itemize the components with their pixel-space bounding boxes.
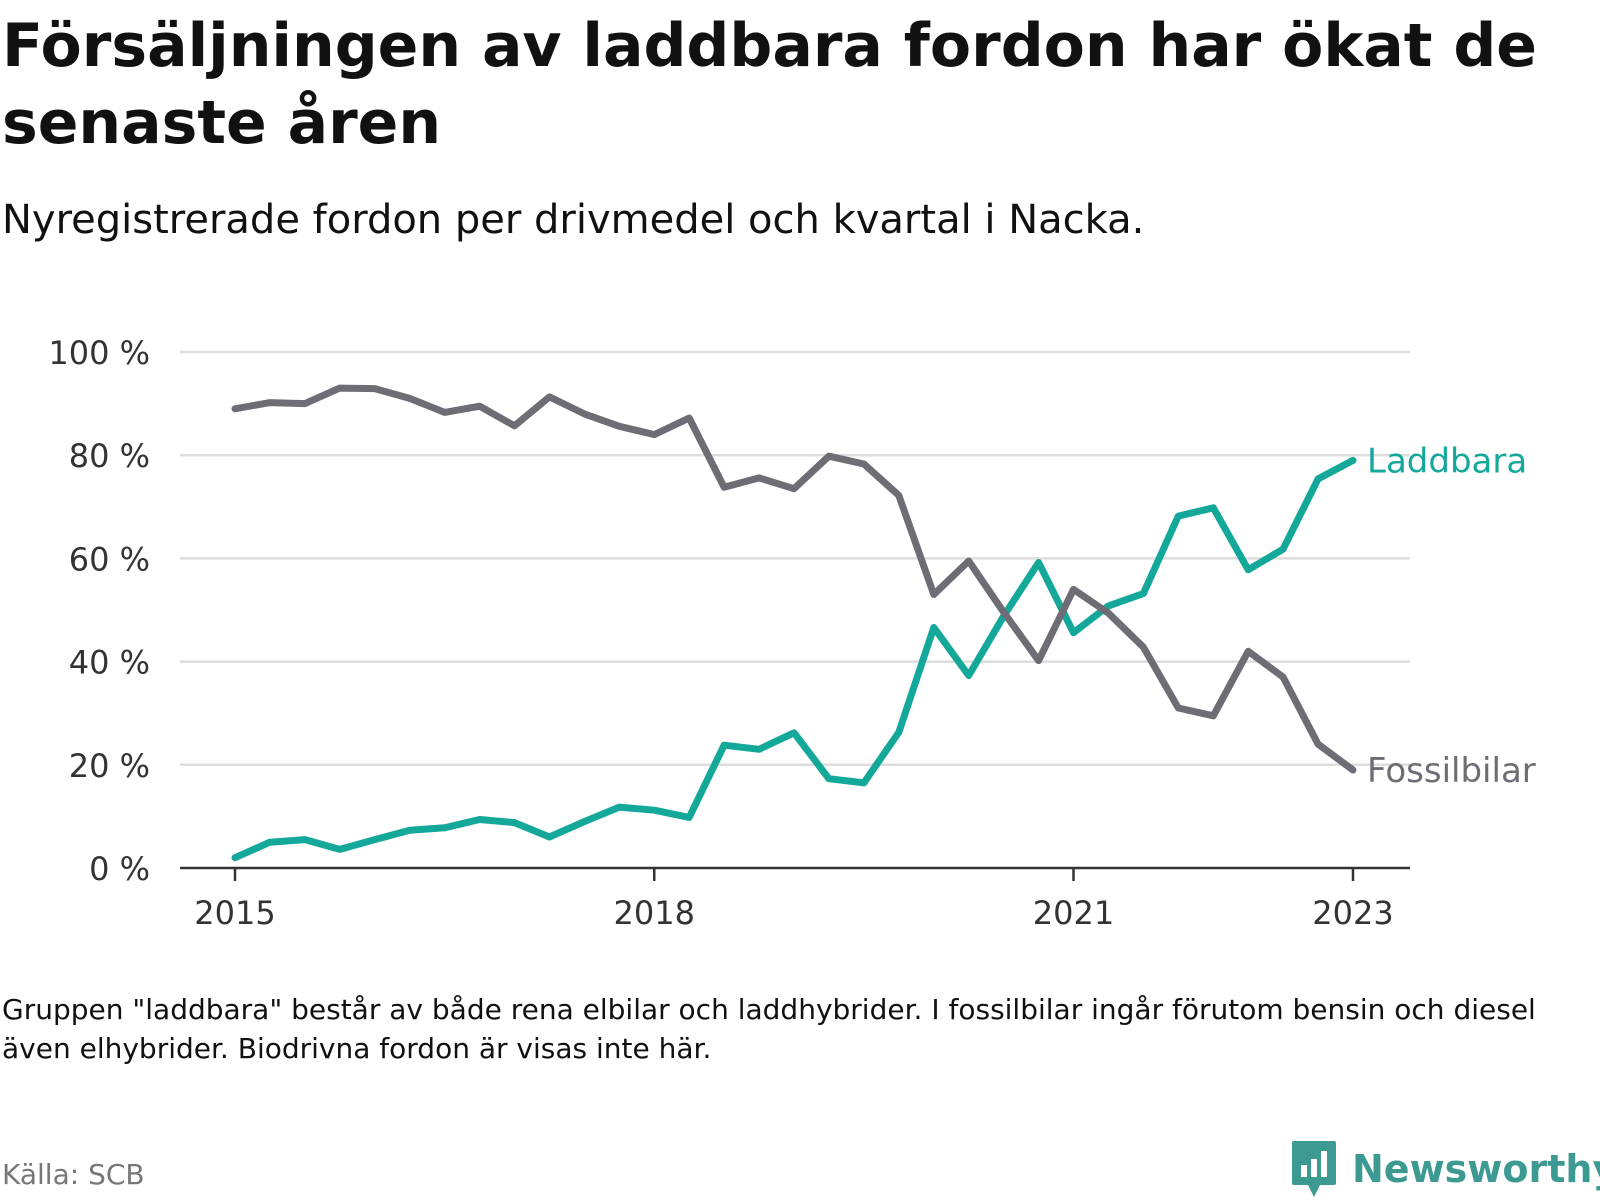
x-tick-label-2018: 2018 <box>614 894 695 932</box>
series-label-fossilbilar: Fossilbilar <box>1367 751 1536 791</box>
grid-lines <box>180 350 1410 767</box>
x-axis: 2015 2018 2021 2023 <box>180 866 1410 932</box>
x-tick-label-2021: 2021 <box>1033 894 1114 932</box>
source-label: Källa: SCB <box>2 1158 145 1191</box>
chart-title: Försäljningen av laddbara fordon har öka… <box>2 11 1537 158</box>
y-tick-label-100: 100 % <box>48 334 150 372</box>
y-tick-label-40: 40 % <box>69 644 150 682</box>
x-tick-label-2023: 2023 <box>1312 894 1393 932</box>
series-label-laddbara: Laddbara <box>1367 441 1527 481</box>
series-labels: Laddbara Fossilbilar <box>1367 441 1536 791</box>
y-axis-ticks: 0 % 20 % 40 % 60 % 80 % 100 % <box>48 334 150 888</box>
series-line-fossilbilar <box>231 384 1357 774</box>
series-lines <box>231 384 1357 862</box>
brand-name: Newsworthy <box>1352 1147 1600 1191</box>
y-tick-label-60: 60 % <box>69 540 150 578</box>
footnote: Gruppen "laddbara" består av både rena e… <box>2 993 1536 1065</box>
x-tick-label-2015: 2015 <box>194 894 275 932</box>
brand-logo[interactable]: Newsworthy <box>1290 1138 1600 1200</box>
newsworthy-logo-icon <box>1292 1141 1336 1197</box>
line-chart: 0 % 20 % 40 % 60 % 80 % 100 % 2015 2018 2021 202… <box>48 334 1536 932</box>
chart-subtitle: Nyregistrerade fordon per drivmedel och … <box>2 197 1145 243</box>
y-tick-label-0: 0 % <box>89 850 150 888</box>
y-tick-label-20: 20 % <box>69 747 150 785</box>
y-tick-label-80: 80 % <box>69 437 150 475</box>
series-line-laddbara <box>231 456 1357 862</box>
